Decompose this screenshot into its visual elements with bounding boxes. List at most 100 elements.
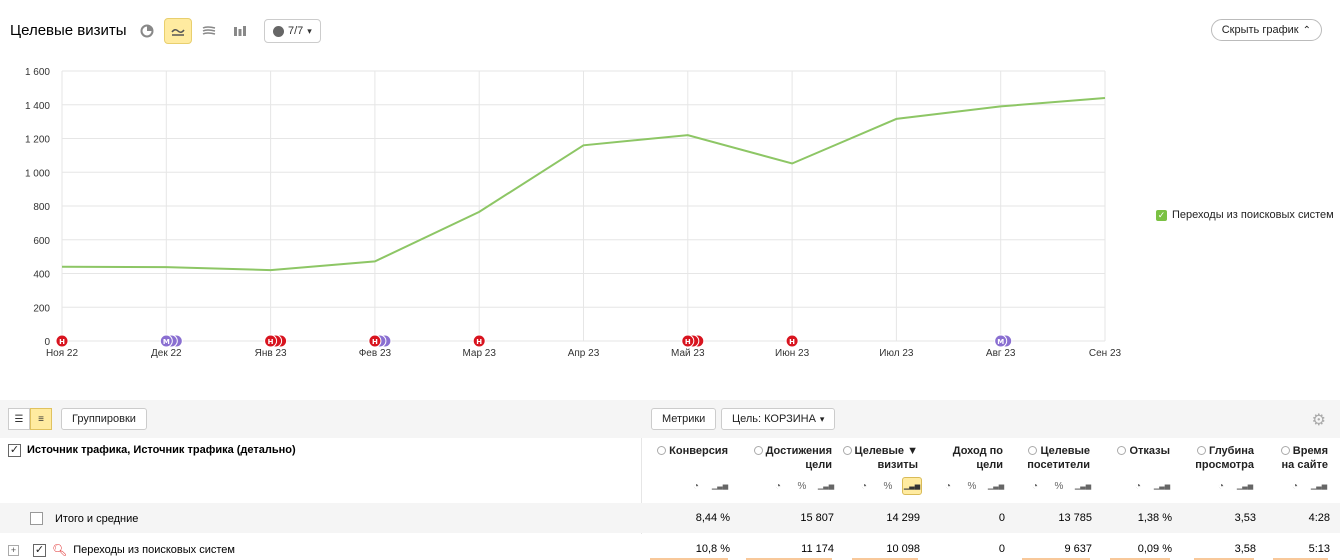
column-chart-toggles: ◔% ▁▃▅ bbox=[768, 477, 836, 495]
bar-chart-icon[interactable]: ▁▃▅ bbox=[902, 477, 922, 495]
metrics-button[interactable]: Метрики bbox=[651, 408, 717, 430]
y-tick-label: 1 200 bbox=[25, 135, 50, 146]
select-all-checkbox[interactable]: ✓ bbox=[8, 444, 21, 457]
pie-chart-icon[interactable]: ◔ bbox=[1291, 480, 1299, 492]
column-header-conversion[interactable]: Конверсия bbox=[657, 444, 728, 458]
stacked-bar-icon bbox=[234, 26, 246, 36]
bar-chart-icon[interactable]: ▁▃▅ bbox=[1236, 483, 1254, 490]
column-chart-toggles: ◔ ▁▃▅ bbox=[1211, 477, 1255, 495]
cell-goal-visitors: 13 785 bbox=[1058, 512, 1092, 524]
x-tick-label: Июн 23 bbox=[775, 348, 810, 359]
percent-icon[interactable]: % bbox=[967, 480, 977, 492]
table-view-toggle: ☰ ≡ bbox=[8, 408, 52, 430]
gear-icon[interactable]: ⚙ bbox=[1311, 412, 1326, 429]
pie-chart-icon[interactable]: ◔ bbox=[860, 480, 868, 492]
cell-bounce-rate: 0,09 % bbox=[1137, 543, 1172, 555]
pie-chart-icon[interactable]: ◔ bbox=[1134, 480, 1142, 492]
totals-checkbox[interactable] bbox=[30, 512, 43, 525]
x-tick-label: Дек 22 bbox=[151, 348, 182, 359]
pie-chart-view-button[interactable] bbox=[133, 18, 161, 44]
help-icon[interactable] bbox=[657, 446, 667, 455]
chevron-down-icon: ▾ bbox=[307, 25, 312, 36]
bar-chart-icon[interactable]: ▁▃▅ bbox=[987, 483, 1005, 490]
hide-chart-button[interactable]: Скрыть график ⌃ bbox=[1210, 19, 1322, 41]
bar-chart-icon[interactable]: ▁▃▅ bbox=[1310, 483, 1328, 490]
y-tick-label: 1 000 bbox=[25, 168, 50, 179]
area-chart-view-button[interactable] bbox=[195, 18, 223, 44]
help-icon[interactable] bbox=[1280, 446, 1290, 455]
pie-chart-icon[interactable]: ◔ bbox=[944, 480, 952, 492]
column-chart-toggles: ◔% ▁▃▅ bbox=[938, 477, 1006, 495]
annotation-marker bbox=[368, 334, 382, 348]
column-header-goal-revenue[interactable]: Доход по цели bbox=[953, 444, 1003, 472]
table-toolbar: ☰ ≡ Группировки Метрики Цель: КОРЗИНА ▾ … bbox=[0, 400, 1340, 438]
goal-label: Цель: КОРЗИНА bbox=[732, 413, 816, 425]
column-header-goal-visitors[interactable]: Целевые посетители bbox=[1027, 444, 1090, 472]
pie-chart-icon[interactable]: ◔ bbox=[1217, 480, 1225, 492]
pie-chart-icon[interactable]: ◔ bbox=[692, 480, 700, 492]
column-header-label: Отказы bbox=[1129, 445, 1170, 457]
bar-chart-icon[interactable]: ▁▃▅ bbox=[817, 483, 835, 490]
report-header: Целевые визиты 7/7 ▾ Скрыть график ⌃ bbox=[0, 0, 1340, 62]
column-header-bounce-rate[interactable]: Отказы bbox=[1117, 444, 1170, 458]
annotation-marker bbox=[785, 334, 799, 348]
annotations-filter-button[interactable]: 7/7 ▾ bbox=[264, 19, 321, 43]
legend-checkbox-icon[interactable]: ✓ bbox=[1156, 209, 1167, 221]
column-chart-toggles: ◔ ▁▃▅ bbox=[686, 477, 730, 495]
bar-chart-icon[interactable]: ▁▃▅ bbox=[1153, 483, 1171, 490]
cell-goal-visitors: 9 637 bbox=[1064, 543, 1092, 555]
pie-chart-icon[interactable]: ◔ bbox=[774, 480, 782, 492]
cell-goal-visits: 10 098 bbox=[886, 543, 920, 555]
row-checkbox[interactable]: ✓ bbox=[33, 543, 46, 557]
chevron-up-icon: ⌃ bbox=[1302, 24, 1311, 36]
cell-share-bar bbox=[650, 558, 728, 560]
percent-icon[interactable]: % bbox=[883, 480, 893, 492]
column-header-sublabel: визиты bbox=[877, 459, 918, 471]
column-header-label: Доход по bbox=[952, 445, 1003, 457]
column-header-label: Глубина bbox=[1209, 445, 1254, 457]
y-tick-label: 800 bbox=[33, 202, 50, 213]
help-icon[interactable] bbox=[1197, 446, 1207, 455]
line-chart-icon bbox=[171, 28, 185, 36]
column-header-page-depth[interactable]: Глубина просмотра bbox=[1195, 444, 1254, 472]
y-tick-label: 400 bbox=[33, 270, 50, 281]
column-chart-toggles: ◔ ▁▃▅ bbox=[1128, 477, 1172, 495]
x-tick-label: Ноя 22 bbox=[46, 348, 79, 359]
list-view-button[interactable]: ☰ bbox=[8, 408, 30, 430]
percent-icon[interactable]: % bbox=[797, 480, 807, 492]
page-title: Целевые визиты bbox=[10, 22, 127, 39]
bar-chart-icon[interactable]: ▁▃▅ bbox=[711, 483, 729, 490]
hide-chart-label: Скрыть график bbox=[1221, 24, 1299, 36]
groupings-button[interactable]: Группировки bbox=[61, 408, 147, 430]
table-row[interactable]: + ✓ 🔍︎ Переходы из поисковых систем 10,8… bbox=[0, 534, 1340, 560]
annotation-marker-letter: Н bbox=[685, 338, 691, 346]
column-header-goal-reaches[interactable]: Достижения цели bbox=[753, 444, 832, 472]
pie-chart-icon[interactable]: ◔ bbox=[1031, 480, 1039, 492]
annotation-marker bbox=[264, 334, 278, 348]
totals-label: Итого и средние bbox=[55, 512, 139, 525]
y-tick-label: 0 bbox=[44, 337, 50, 348]
cell-bounce-rate: 1,38 % bbox=[1137, 512, 1172, 524]
chart-legend[interactable]: ✓ Переходы из поисковых систем bbox=[1156, 209, 1334, 221]
cell-share-bar bbox=[1022, 558, 1090, 560]
table-header bbox=[0, 438, 1340, 502]
help-icon[interactable] bbox=[1028, 446, 1038, 455]
percent-icon[interactable]: % bbox=[1054, 480, 1064, 492]
column-header-label: Достижения bbox=[765, 445, 832, 457]
column-header-time-on-site[interactable]: Время на сайте bbox=[1280, 444, 1328, 472]
annotation-marker-letter: Н bbox=[789, 338, 795, 346]
help-icon[interactable] bbox=[753, 446, 763, 455]
goal-select[interactable]: Цель: КОРЗИНА ▾ bbox=[721, 408, 836, 430]
annotation-marker-letter: Н bbox=[372, 338, 378, 346]
line-chart-view-button[interactable] bbox=[164, 18, 192, 44]
column-header-label: Целевые ▼ bbox=[854, 445, 918, 457]
column-header-goal-visits[interactable]: Целевые ▼ визиты bbox=[842, 444, 918, 472]
tree-view-button[interactable]: ≡ bbox=[30, 408, 52, 430]
help-icon[interactable] bbox=[1117, 446, 1127, 455]
chevron-down-icon: ▾ bbox=[819, 413, 825, 424]
help-icon[interactable] bbox=[842, 446, 852, 455]
dimension-header: ✓ Источник трафика, Источник трафика (де… bbox=[8, 444, 296, 457]
expand-icon[interactable]: + bbox=[8, 544, 19, 556]
bar-chart-icon[interactable]: ▁▃▅ bbox=[1074, 483, 1092, 490]
bar-chart-view-button[interactable] bbox=[226, 18, 254, 44]
